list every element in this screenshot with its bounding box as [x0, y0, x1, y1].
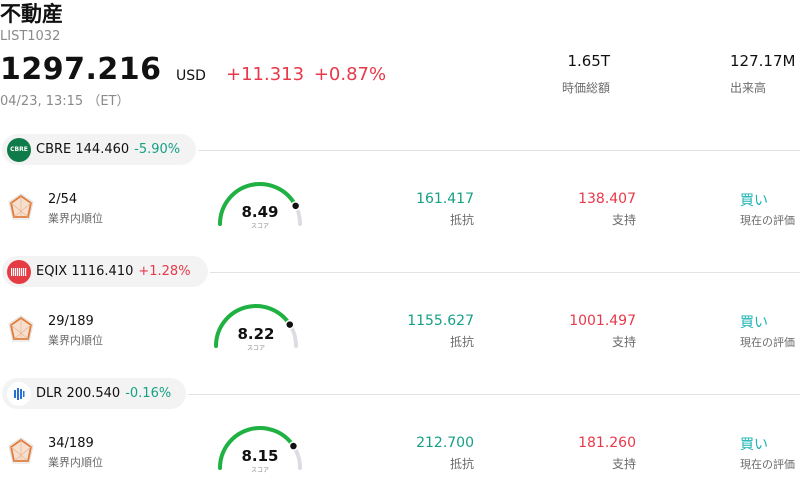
- score-value: 8.15: [241, 447, 279, 465]
- industry-rank-value: 29/189: [48, 314, 94, 329]
- gauge-fill: [214, 304, 292, 348]
- rank-radar-icon: [8, 193, 34, 220]
- rating-value: 買い: [740, 193, 768, 209]
- market-cap-value: 1.65T: [567, 52, 610, 70]
- rating-label: 現在の評価: [740, 336, 795, 349]
- stock-detail-row: 29/189 業界内順位 8.22 スコア 1155.627 抵抗 1001.497 支持 買い…: [0, 302, 800, 372]
- gauge-marker: [285, 319, 295, 330]
- industry-rank-label: 業界内順位: [48, 212, 103, 225]
- industry-rank-label: 業界内順位: [48, 334, 103, 347]
- stock-detail-row: 34/189 業界内順位 8.15 スコア 212.700 抵抗 181.260 支持 買い現在…: [0, 424, 800, 488]
- stock-chip-dlr[interactable]: DLR 200.540 -0.16%: [2, 378, 186, 409]
- rank-radar-icon: [8, 315, 34, 342]
- support-label: 支持: [611, 213, 636, 227]
- stock-ticker-price: DLR 200.540: [36, 386, 120, 401]
- industry-rank-value: 34/189: [48, 436, 94, 451]
- market-cap-label: 時価総額: [561, 81, 610, 95]
- support-value: 1001.497: [569, 313, 636, 329]
- gauge-arc: [214, 304, 298, 348]
- volume-value: 127.17M: [730, 52, 796, 70]
- ticker: EQIX: [36, 264, 68, 279]
- score-gauge: 8.49 スコア: [214, 180, 306, 236]
- resistance-value: 1155.627: [407, 313, 474, 329]
- support-label: 支持: [611, 335, 636, 349]
- resistance-value: 212.700: [416, 435, 474, 451]
- score-label: スコア: [250, 467, 269, 474]
- company-logo-icon: CBRE: [7, 137, 31, 162]
- price-change: +11.313 +0.87%: [226, 64, 386, 85]
- ticker: CBRE: [36, 142, 72, 157]
- gauge-marker: [288, 441, 299, 451]
- stock-price: 1116.410: [71, 264, 134, 279]
- stock-chip-cbre[interactable]: CBRE CBRE 144.460 -5.90%: [2, 134, 196, 165]
- industry-rank-label: 業界内順位: [48, 456, 103, 469]
- stock-price: 144.460: [75, 142, 130, 157]
- stock-ticker-price: EQIX 1116.410: [36, 264, 133, 279]
- resistance-label: 抵抗: [449, 335, 474, 349]
- rank-radar-icon: [8, 437, 34, 464]
- index-code: LIST1032: [0, 29, 61, 44]
- section-divider: [198, 150, 800, 151]
- gauge-fill: [218, 426, 296, 470]
- currency-label: USD: [176, 68, 206, 84]
- support-value: 138.407: [578, 191, 636, 207]
- score-gauge: 8.15 スコア: [214, 424, 306, 480]
- page-title: 不動産: [0, 2, 63, 26]
- score-label: スコア: [246, 345, 265, 352]
- support-value: 181.260: [578, 435, 636, 451]
- resistance-value: 161.417: [416, 191, 474, 207]
- resistance-label: 抵抗: [449, 213, 474, 227]
- stock-ticker-price: CBRE 144.460: [36, 142, 129, 157]
- section-divider: [210, 272, 800, 273]
- gauge-arc: [218, 426, 302, 470]
- industry-rank-value: 2/54: [48, 192, 78, 207]
- gauge-arc: [218, 182, 302, 226]
- stock-change: +1.28%: [138, 264, 191, 279]
- score-gauge: 8.22 スコア: [210, 302, 302, 358]
- rating-value: 買い: [740, 437, 768, 453]
- ticker: DLR: [36, 386, 63, 401]
- stock-change: -5.90%: [134, 142, 181, 157]
- stock-detail-row: 2/54 業界内順位 8.49 スコア 161.417 抵抗 138.407 支持 買い現在の評…: [0, 180, 800, 250]
- company-logo-icon: [7, 381, 31, 406]
- stock-chip-eqix[interactable]: EQIX 1116.410 +1.28%: [2, 256, 208, 287]
- score-value: 8.49: [241, 203, 279, 221]
- index-price: 1297.216: [0, 52, 162, 87]
- rating-label: 現在の評価: [740, 214, 795, 227]
- score-label: スコア: [250, 223, 269, 230]
- score-value: 8.22: [237, 325, 275, 343]
- gauge-fill: [218, 182, 298, 226]
- volume-label: 出来高: [730, 81, 767, 95]
- support-label: 支持: [611, 457, 636, 471]
- timestamp: 04/23, 13:15 （ET）: [0, 94, 130, 109]
- rating-value: 買い: [740, 315, 768, 331]
- stock-price: 200.540: [66, 386, 121, 401]
- gauge-marker: [290, 201, 301, 211]
- section-divider: [188, 394, 800, 395]
- stock-change: -0.16%: [125, 386, 172, 401]
- company-logo-icon: [7, 259, 31, 284]
- rating-label: 現在の評価: [740, 458, 795, 471]
- change-percent: +0.87%: [313, 64, 387, 85]
- change-value: +11.313: [226, 64, 305, 85]
- resistance-label: 抵抗: [449, 457, 474, 471]
